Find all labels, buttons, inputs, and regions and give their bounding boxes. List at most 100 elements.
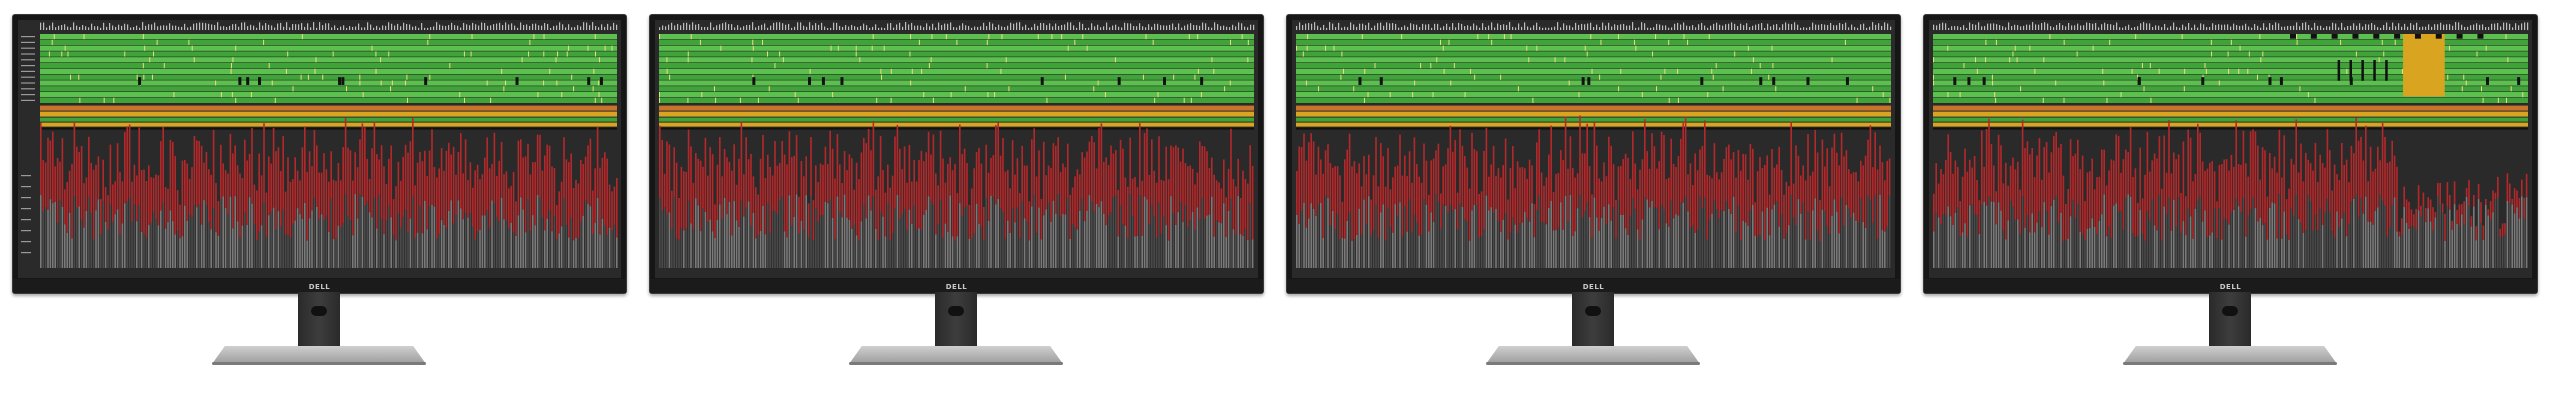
chart-bar-gray <box>1473 205 1476 268</box>
header-tick <box>1875 24 1877 30</box>
chart-bar-gray <box>481 215 484 268</box>
header-tick <box>376 25 378 30</box>
chart-bar-red <box>1855 172 1857 221</box>
chart-bar-gray <box>1163 216 1165 268</box>
chart-bar-red <box>817 182 819 223</box>
status-cell <box>231 92 233 98</box>
chart-bar-gray <box>894 208 896 268</box>
chart-bar-gray <box>1699 196 1701 268</box>
chart-bar-gray <box>1696 229 1699 268</box>
status-cell <box>1224 86 1226 92</box>
status-cell <box>2355 51 2357 57</box>
chart-bar-gray <box>424 200 426 268</box>
chart-bar-gray <box>1315 216 1317 268</box>
chart-bar-red <box>1045 175 1047 210</box>
chart-bar-gray <box>1536 209 1538 268</box>
status-cell <box>592 86 594 92</box>
status-cell <box>1197 34 1199 40</box>
header-tick <box>2236 25 2238 30</box>
chart-bar-gray <box>2499 236 2501 268</box>
header-tick <box>136 25 138 30</box>
status-cell <box>1772 63 1774 69</box>
chart-bar-gray <box>2031 213 2033 268</box>
header-tick <box>262 25 264 30</box>
chart-bar-red <box>342 147 344 224</box>
header-tick <box>562 24 564 30</box>
chart-bar-gray <box>2497 197 2499 268</box>
chart-bar-gray <box>1413 214 1416 268</box>
chart-bar-gray <box>2180 233 2182 268</box>
chart-bar-red <box>2456 209 2458 225</box>
separator-line <box>659 127 1254 130</box>
chart-bar-red <box>1211 157 1213 197</box>
header-tick <box>1839 22 1841 30</box>
header-tick <box>1485 27 1487 30</box>
chart-bar-gray <box>949 195 951 268</box>
chart-bar-red <box>131 181 133 222</box>
incident-marker <box>808 77 812 85</box>
header-tick <box>2518 25 2520 30</box>
chart-bar-red <box>721 176 723 220</box>
chart-bar-red <box>1155 182 1158 238</box>
chart-bar-red <box>1356 173 1358 236</box>
chart-bar-red <box>1586 123 1588 202</box>
chart-bar-gray <box>265 236 268 268</box>
chart-bar-gray <box>1557 227 1560 268</box>
chart-bar-gray <box>1735 232 1737 268</box>
chart-bar-gray <box>1086 210 1088 268</box>
chart-bar-gray <box>1026 222 1028 268</box>
status-cell <box>890 97 892 103</box>
chart-bar-gray <box>1949 216 1952 268</box>
chart-bar-red <box>2345 159 2348 237</box>
status-cell <box>1668 97 1670 103</box>
status-cell <box>529 39 531 45</box>
chart-bar-red <box>1117 189 1119 237</box>
chart-bar-gray <box>1050 221 1052 268</box>
chart-bar-red <box>1627 157 1629 235</box>
chart-bar-gray <box>239 237 241 268</box>
chart-bar-red <box>1182 148 1184 223</box>
header-tick <box>517 27 519 30</box>
header-tick <box>2107 23 2109 30</box>
chart-bar-red <box>275 151 277 230</box>
header-tick <box>1019 22 1021 30</box>
chart-bar-red <box>1670 138 1672 201</box>
status-cell <box>359 74 361 80</box>
incident-marker <box>2435 34 2442 39</box>
chart-bar-gray <box>1966 236 1969 268</box>
header-tick <box>205 23 207 30</box>
header-tick <box>232 24 234 30</box>
header-tick <box>1623 23 1625 30</box>
chart-bar-red <box>2233 166 2235 210</box>
chart-bar-gray <box>368 212 371 268</box>
chart-bar-gray <box>61 206 64 268</box>
header-tick <box>292 24 294 30</box>
header-tick <box>1836 25 1838 30</box>
chart-bar-red <box>1165 146 1167 226</box>
chart-bar-gray <box>1334 229 1336 268</box>
chart-bar-red <box>265 192 268 237</box>
chart-bar-gray <box>371 217 373 268</box>
chart-bar-gray <box>1430 212 1432 268</box>
header-tick <box>1404 25 1406 30</box>
chart-bar-red <box>2132 177 2134 234</box>
chart-bar-red <box>1035 176 1038 234</box>
status-cell <box>1503 34 1505 40</box>
header-tick <box>1635 27 1637 30</box>
status-cell <box>2465 80 2467 86</box>
status-cell <box>1086 45 1088 51</box>
chart-bar-red <box>1629 179 1632 216</box>
status-cell <box>598 80 600 86</box>
header-tick <box>2191 27 2193 30</box>
chart-bar-gray <box>2511 204 2513 268</box>
incident-marker <box>424 77 428 85</box>
chart-bar-red <box>774 141 776 212</box>
chart-bar-gray <box>2101 214 2103 268</box>
header-tick <box>2428 24 2430 30</box>
header-tick <box>1112 25 1114 30</box>
chart-bar-gray <box>995 204 997 268</box>
header-tick <box>2143 22 2145 30</box>
header-tick <box>1010 22 1012 30</box>
chart-bar-red <box>306 171 308 241</box>
header-tick <box>674 25 676 30</box>
